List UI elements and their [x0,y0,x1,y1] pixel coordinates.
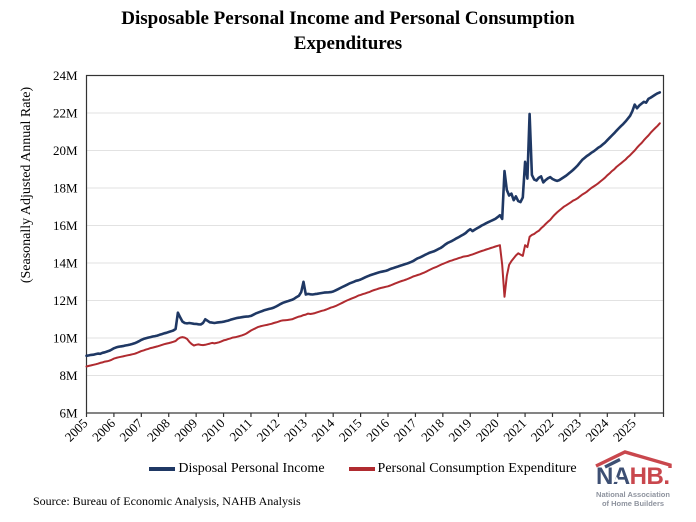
legend-item-dpi: Disposal Personal Income [149,461,325,477]
svg-text:2018: 2018 [418,416,447,445]
pce-line-swatch [348,467,375,471]
svg-text:2010: 2010 [199,416,228,445]
svg-text:20M: 20M [53,143,78,158]
svg-text:18M: 18M [53,181,78,196]
svg-text:2022: 2022 [528,416,557,445]
svg-text:2024: 2024 [582,415,611,444]
svg-text:2019: 2019 [445,416,474,445]
svg-text:2023: 2023 [555,416,584,445]
chart-legend: Disposal Personal Income Personal Consum… [0,461,696,477]
dpi-legend-label: Disposal Personal Income [178,461,325,476]
svg-text:22M: 22M [53,106,78,121]
svg-text:2017: 2017 [391,415,420,444]
nahb-logo: NAHB. ▲ National Association of Home Bui… [593,449,685,509]
svg-text:2006: 2006 [89,415,118,444]
svg-text:(Seasonally Adjusted Annual Ra: (Seasonally Adjusted Annual Rate) [19,86,34,283]
svg-text:2014: 2014 [308,415,337,444]
svg-text:2020: 2020 [473,416,502,445]
nahb-logo-tagline: National Association of Home Builders [596,490,670,508]
svg-text:2013: 2013 [281,416,310,445]
svg-text:2008: 2008 [144,416,173,445]
svg-text:24M: 24M [53,68,78,83]
nahb-logo-word: NAHB. [596,463,670,490]
svg-text:2011: 2011 [226,416,255,445]
svg-text:16M: 16M [53,218,78,233]
svg-text:2021: 2021 [500,416,529,445]
svg-text:8M: 8M [59,368,78,383]
svg-text:6M: 6M [59,406,78,421]
legend-item-pce: Personal Consumption Expenditure [348,461,577,477]
svg-text:14M: 14M [53,256,78,271]
svg-text:10M: 10M [53,331,78,346]
svg-text:12M: 12M [53,293,78,308]
chart-title-line1: Disposable Personal Income and Personal … [121,8,575,29]
svg-text:2015: 2015 [336,416,365,445]
dpi-line-swatch [149,467,176,471]
pce-legend-label: Personal Consumption Expenditure [377,461,577,476]
svg-text:2012: 2012 [254,416,283,445]
svg-text:2025: 2025 [610,416,639,445]
svg-text:2016: 2016 [363,415,392,444]
chart-title: Disposable Personal Income and Personal … [0,6,696,56]
nahb-logo-star-icon: ▲ [614,475,620,483]
source-note: Source: Bureau of Economic Analysis, NAH… [33,494,301,508]
nahb-roof-icon [595,450,672,469]
svg-text:2009: 2009 [171,416,200,445]
chart-title-line2: Expenditures [293,33,403,54]
svg-text:2007: 2007 [116,415,145,444]
